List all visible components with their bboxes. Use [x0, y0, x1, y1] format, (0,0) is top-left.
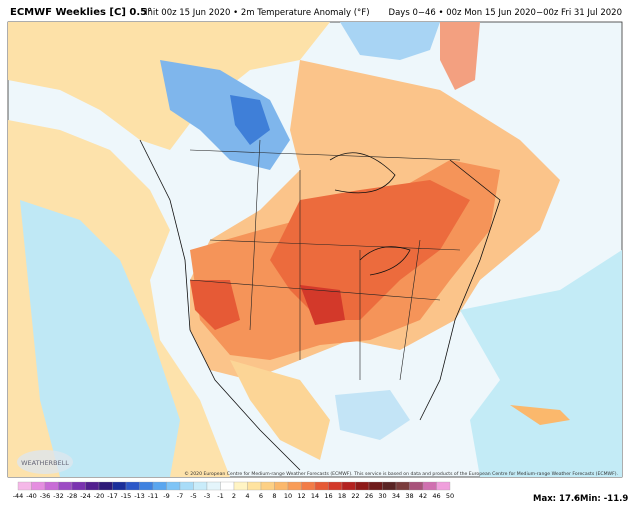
tick-label: 14	[311, 492, 319, 500]
tick-label: 6	[259, 492, 263, 500]
tick-label: 46	[432, 492, 440, 500]
tick-label: 2	[232, 492, 236, 500]
tick-label: -15	[121, 492, 132, 500]
tick-label: -36	[40, 492, 51, 500]
tick-label: -7	[177, 492, 183, 500]
color-bin	[436, 481, 451, 491]
color-bin	[233, 481, 248, 491]
color-bin	[395, 481, 410, 491]
color-bin	[355, 481, 370, 491]
tick-label: 34	[392, 492, 400, 500]
subtitle: Init 00z 15 Jun 2020 • 2m Temperature An…	[145, 8, 370, 18]
color-bin	[125, 481, 140, 491]
color-bin	[139, 481, 154, 491]
period: Days 0−46 • 00z Mon 15 Jun 2020−00z Fri …	[389, 8, 622, 18]
color-bin	[166, 481, 181, 491]
color-bin	[44, 481, 59, 491]
color-bin	[98, 481, 113, 491]
tick-label: 26	[365, 492, 373, 500]
color-bin	[58, 481, 73, 491]
color-bin	[220, 481, 235, 491]
color-bin	[328, 481, 343, 491]
tick-label: -3	[204, 492, 210, 500]
tick-label: 16	[324, 492, 332, 500]
tick-label: 18	[338, 492, 346, 500]
max-label: Max: 17.6	[533, 494, 580, 504]
color-bin	[17, 481, 32, 491]
tick-label: 10	[284, 492, 292, 500]
title: ECMWF Weeklies [C] 0.5°	[10, 7, 152, 18]
tick-label: -5	[190, 492, 196, 500]
color-bin	[85, 481, 100, 491]
tick-label: -17	[107, 492, 118, 500]
tick-label: 22	[351, 492, 359, 500]
color-bin	[301, 481, 316, 491]
color-bin	[206, 481, 221, 491]
color-bin	[382, 481, 397, 491]
separator: •	[573, 494, 578, 504]
color-bin	[31, 481, 46, 491]
color-bin	[260, 481, 275, 491]
tick-label: 8	[272, 492, 276, 500]
tick-label: -28	[67, 492, 78, 500]
color-bin	[409, 481, 424, 491]
tick-label: -40	[26, 492, 37, 500]
color-bin	[179, 481, 194, 491]
color-bin	[71, 481, 86, 491]
color-bin	[274, 481, 289, 491]
tick-label: -9	[163, 492, 169, 500]
min-label: Min: -11.9	[580, 494, 628, 504]
tick-label: 42	[419, 492, 427, 500]
color-bin	[368, 481, 383, 491]
tick-label: 38	[405, 492, 413, 500]
tick-label: -11	[148, 492, 159, 500]
tick-label: 4	[245, 492, 249, 500]
tick-label: -32	[53, 492, 64, 500]
color-bin	[247, 481, 262, 491]
color-bin	[422, 481, 437, 491]
tick-label: -24	[80, 492, 91, 500]
tick-label: 50	[446, 492, 454, 500]
tick-label: 30	[378, 492, 386, 500]
credit: © 2020 European Centre for Medium-range …	[184, 470, 618, 477]
tick-label: -44	[13, 492, 24, 500]
color-bin	[341, 481, 356, 491]
color-bin	[152, 481, 167, 491]
color-bin	[112, 481, 127, 491]
tick-label: -20	[94, 492, 105, 500]
logo: WEATHERBELL	[21, 459, 69, 467]
color-bin	[193, 481, 208, 491]
map: WEATHERBELL © 2020 European Centre for M…	[7, 21, 623, 478]
tick-label: -1	[217, 492, 223, 500]
tick-label: -13	[134, 492, 145, 500]
colorbar: -44 -40 -36 -32 -28 -24 -20 -17 -15 -13 -11 -9 -7 -5-…	[13, 481, 454, 500]
color-bin	[287, 481, 302, 491]
color-bin	[314, 481, 329, 491]
tick-label: 12	[297, 492, 305, 500]
